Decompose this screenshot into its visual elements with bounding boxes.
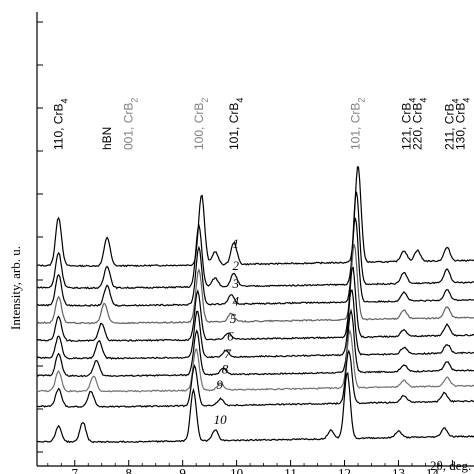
curve-number-10: 10 bbox=[214, 412, 228, 427]
peak-label: hBN bbox=[100, 127, 114, 150]
x-ticks: 7 8 9 10 11 12 13 14 bbox=[47, 460, 453, 474]
series-line-8 bbox=[36, 328, 474, 393]
peak-label: 100, CrB2 bbox=[192, 98, 210, 150]
curve-number-8: 8 bbox=[222, 362, 229, 377]
series-line-3 bbox=[36, 217, 474, 307]
peak-label: 110, CrB4 bbox=[52, 99, 70, 150]
curve-number-4: 4 bbox=[233, 293, 240, 308]
x-tick-label: 10 bbox=[230, 466, 243, 474]
x-tick-label: 8 bbox=[125, 466, 132, 474]
series-line-10 bbox=[36, 371, 474, 444]
y-ticks bbox=[37, 21, 43, 453]
peak-label: 211, CrB4 bbox=[443, 99, 461, 150]
curve-number-2: 2 bbox=[233, 258, 240, 273]
series-line-6 bbox=[36, 289, 474, 360]
peak-label: 130, CrB4 bbox=[454, 98, 472, 150]
x-tick-label: 14 bbox=[426, 466, 440, 474]
y-axis-label: Intensity, arb. u. bbox=[8, 246, 23, 330]
x-tick-label: 11 bbox=[284, 466, 297, 474]
peak-label: 101, CrB4 bbox=[227, 98, 245, 150]
x-axis-label: 2θ, deg. bbox=[430, 458, 471, 473]
curve-number-3: 3 bbox=[232, 276, 240, 291]
series-line-5 bbox=[36, 266, 474, 343]
x-tick-label: 7 bbox=[72, 466, 79, 474]
peak-labels: 110, CrB4 hBN 001, CrB2 100, CrB2 101, CrB4 1… bbox=[52, 98, 472, 150]
peak-label: 101, CrB2 bbox=[348, 98, 366, 150]
peak-label: 220, CrB4 bbox=[410, 98, 428, 150]
curve-number-6: 6 bbox=[227, 329, 234, 344]
series-line-1 bbox=[36, 166, 474, 268]
curve-number-7: 7 bbox=[224, 346, 231, 361]
curve-number-1: 1 bbox=[233, 236, 240, 251]
peak-label: 001, CrB2 bbox=[122, 98, 140, 150]
plot-frame bbox=[36, 12, 474, 467]
series-line-4 bbox=[36, 244, 474, 325]
series-group bbox=[36, 166, 474, 444]
curve-labels: 1 2 3 4 5 6 789 10 bbox=[214, 236, 240, 427]
x-tick-label: 9 bbox=[179, 466, 186, 474]
peak-label: 121, CrB4 bbox=[400, 98, 418, 150]
curve-number-9: 9 bbox=[216, 377, 223, 392]
x-tick-label: 12 bbox=[338, 466, 351, 474]
curve-number-5: 5 bbox=[230, 311, 237, 326]
series-line-9 bbox=[36, 349, 474, 408]
x-tick-label: 13 bbox=[392, 466, 405, 474]
series-line-7 bbox=[36, 308, 474, 378]
series-line-2 bbox=[37, 191, 474, 290]
